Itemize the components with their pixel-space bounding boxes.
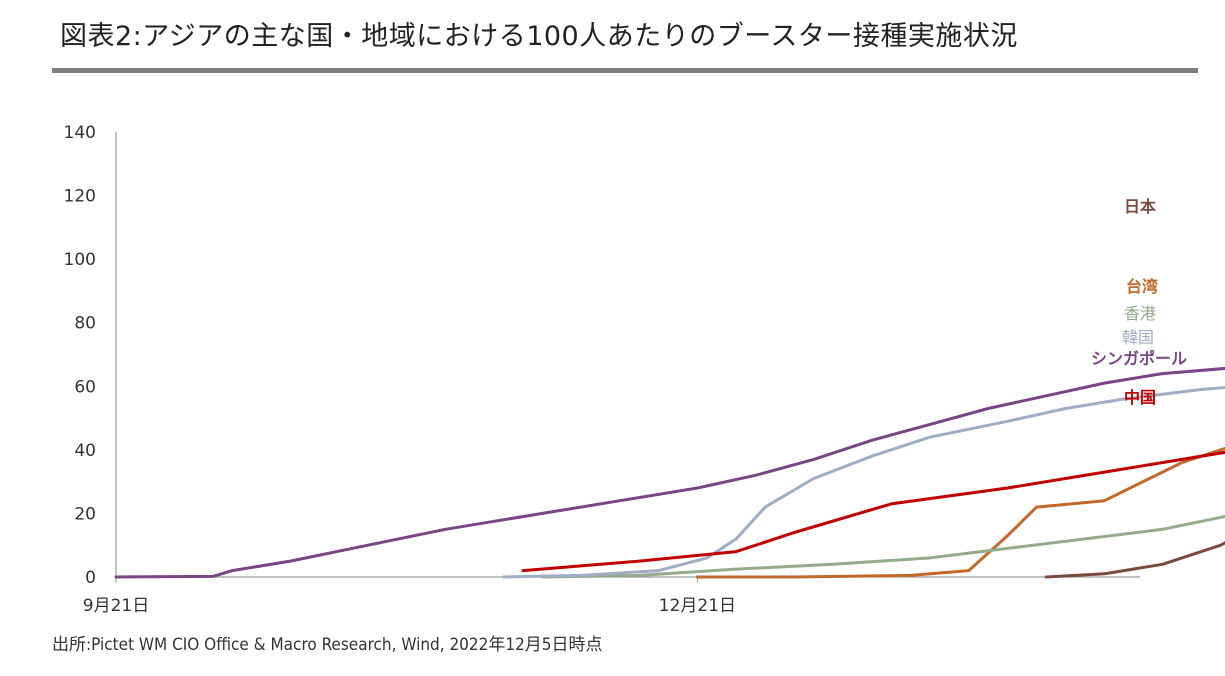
series-line-韓国 [502,386,1225,579]
series-label: 日本 [1124,197,1156,216]
chart-title: 図表2:アジアの主な国・地域における100人あたりのブースター接種実施状況 [60,21,1018,52]
title-divider [52,68,1198,73]
series-label: 台湾 [1126,277,1158,296]
source-note: 出所:Pictet WM CIO Office & Macro Research… [52,635,603,655]
series-line-シンガポール [114,366,1225,579]
y-tick-label: 20 [74,504,96,524]
y-tick-label: 60 [74,377,96,397]
y-tick-label: 80 [74,314,96,334]
x-tick-label: 12月21日 [659,596,736,616]
series-lines [114,366,1225,579]
y-axis: 0 20 40 60 80 100 120 140 [64,123,117,588]
series-line-香港 [540,514,1225,579]
x-tick-label: 9月21日 [83,596,149,616]
y-tick-label: 140 [64,123,96,143]
series-line-中国 [521,450,1225,573]
y-tick-label: 0 [85,568,96,588]
y-tick-label: 120 [64,187,96,207]
series-label: 中国 [1124,388,1156,407]
series-label: シンガポール [1091,349,1187,368]
y-tick-label: 100 [64,250,96,270]
x-axis: 9月21日12月21日3月22日6月22日9月22日12月22日 [83,576,1140,616]
y-tick-label: 40 [74,441,96,461]
series-label: 香港 [1124,304,1156,323]
series-line-台湾 [695,446,1225,579]
series-label: 韓国 [1122,328,1154,347]
